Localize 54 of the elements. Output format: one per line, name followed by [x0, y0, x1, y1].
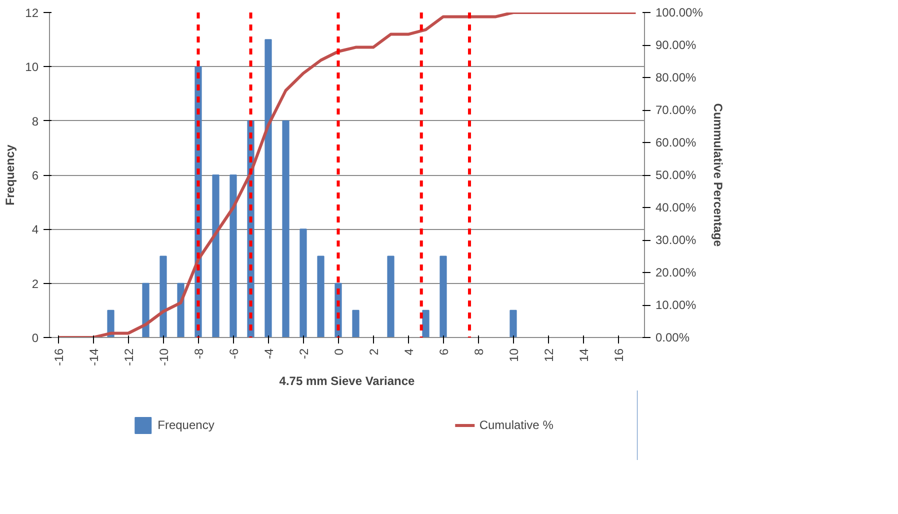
- y-tick-label: 0: [32, 331, 39, 345]
- x-tick-label: 10: [506, 348, 521, 362]
- y2-tick-label: 60.00%: [656, 136, 697, 150]
- y2-tick-label: 50.00%: [656, 168, 697, 182]
- x-tick-label: 14: [576, 348, 591, 362]
- x-tick-label: 16: [612, 348, 626, 362]
- x-tick-label: -10: [156, 348, 171, 366]
- x-tick-label: 12: [542, 348, 556, 362]
- y-tick-label: 8: [32, 114, 39, 128]
- x-axis-title: 4.75 mm Sieve Variance: [279, 374, 416, 388]
- bar: [142, 282, 150, 338]
- x-tick-label: 4: [402, 348, 416, 356]
- bar: [282, 120, 290, 338]
- y-axis-title: Frequency: [3, 144, 18, 206]
- x-tick-label: -14: [86, 348, 101, 366]
- y2-tick-label: 40.00%: [656, 200, 697, 214]
- x-tick-label: -6: [226, 348, 241, 360]
- y2-tick-label: 20.00%: [656, 266, 697, 280]
- legend-label: Frequency: [158, 418, 214, 432]
- y-tick-label: 2: [32, 276, 39, 291]
- y2-tick-label: 70.00%: [656, 103, 697, 117]
- x-tick-label: 2: [366, 348, 381, 356]
- legend-label: Cumulative %: [479, 418, 554, 432]
- y2-axis-title: Cummulative Percentage: [710, 103, 725, 248]
- y-tick-label: 6: [32, 168, 39, 182]
- y2-tick-label: 100.00%: [656, 6, 704, 20]
- y-tick-label: 10: [25, 60, 39, 74]
- x-tick-label: -8: [192, 348, 206, 360]
- y2-tick-label: 0.00%: [656, 330, 690, 344]
- x-tick-label: -16: [52, 348, 66, 366]
- y2-tick-label: 80.00%: [656, 70, 697, 84]
- bar: [387, 256, 394, 338]
- bar: [264, 39, 272, 338]
- bar: [440, 256, 447, 338]
- bar: [510, 310, 517, 338]
- x-tick-label: 8: [472, 348, 486, 356]
- bar: [212, 174, 220, 338]
- bar: [300, 228, 307, 338]
- x-tick-label: 0: [332, 348, 346, 356]
- y2-tick-label: 90.00%: [656, 38, 697, 52]
- x-tick-label: -2: [296, 348, 311, 360]
- x-tick-label: 6: [436, 348, 451, 356]
- y-tick-label: 12: [25, 6, 39, 20]
- x-tick-label: -12: [122, 348, 136, 366]
- bar: [230, 174, 237, 338]
- y2-tick-label: 30.00%: [656, 233, 697, 247]
- bar: [352, 310, 360, 338]
- y-tick-label: 4: [32, 222, 39, 237]
- y2-tick-label: 10.00%: [656, 298, 697, 312]
- line-series: [56, 12, 638, 338]
- bar: [422, 310, 430, 338]
- bar: [160, 256, 167, 338]
- bar: [317, 256, 324, 338]
- x-tick-label: -4: [262, 348, 276, 360]
